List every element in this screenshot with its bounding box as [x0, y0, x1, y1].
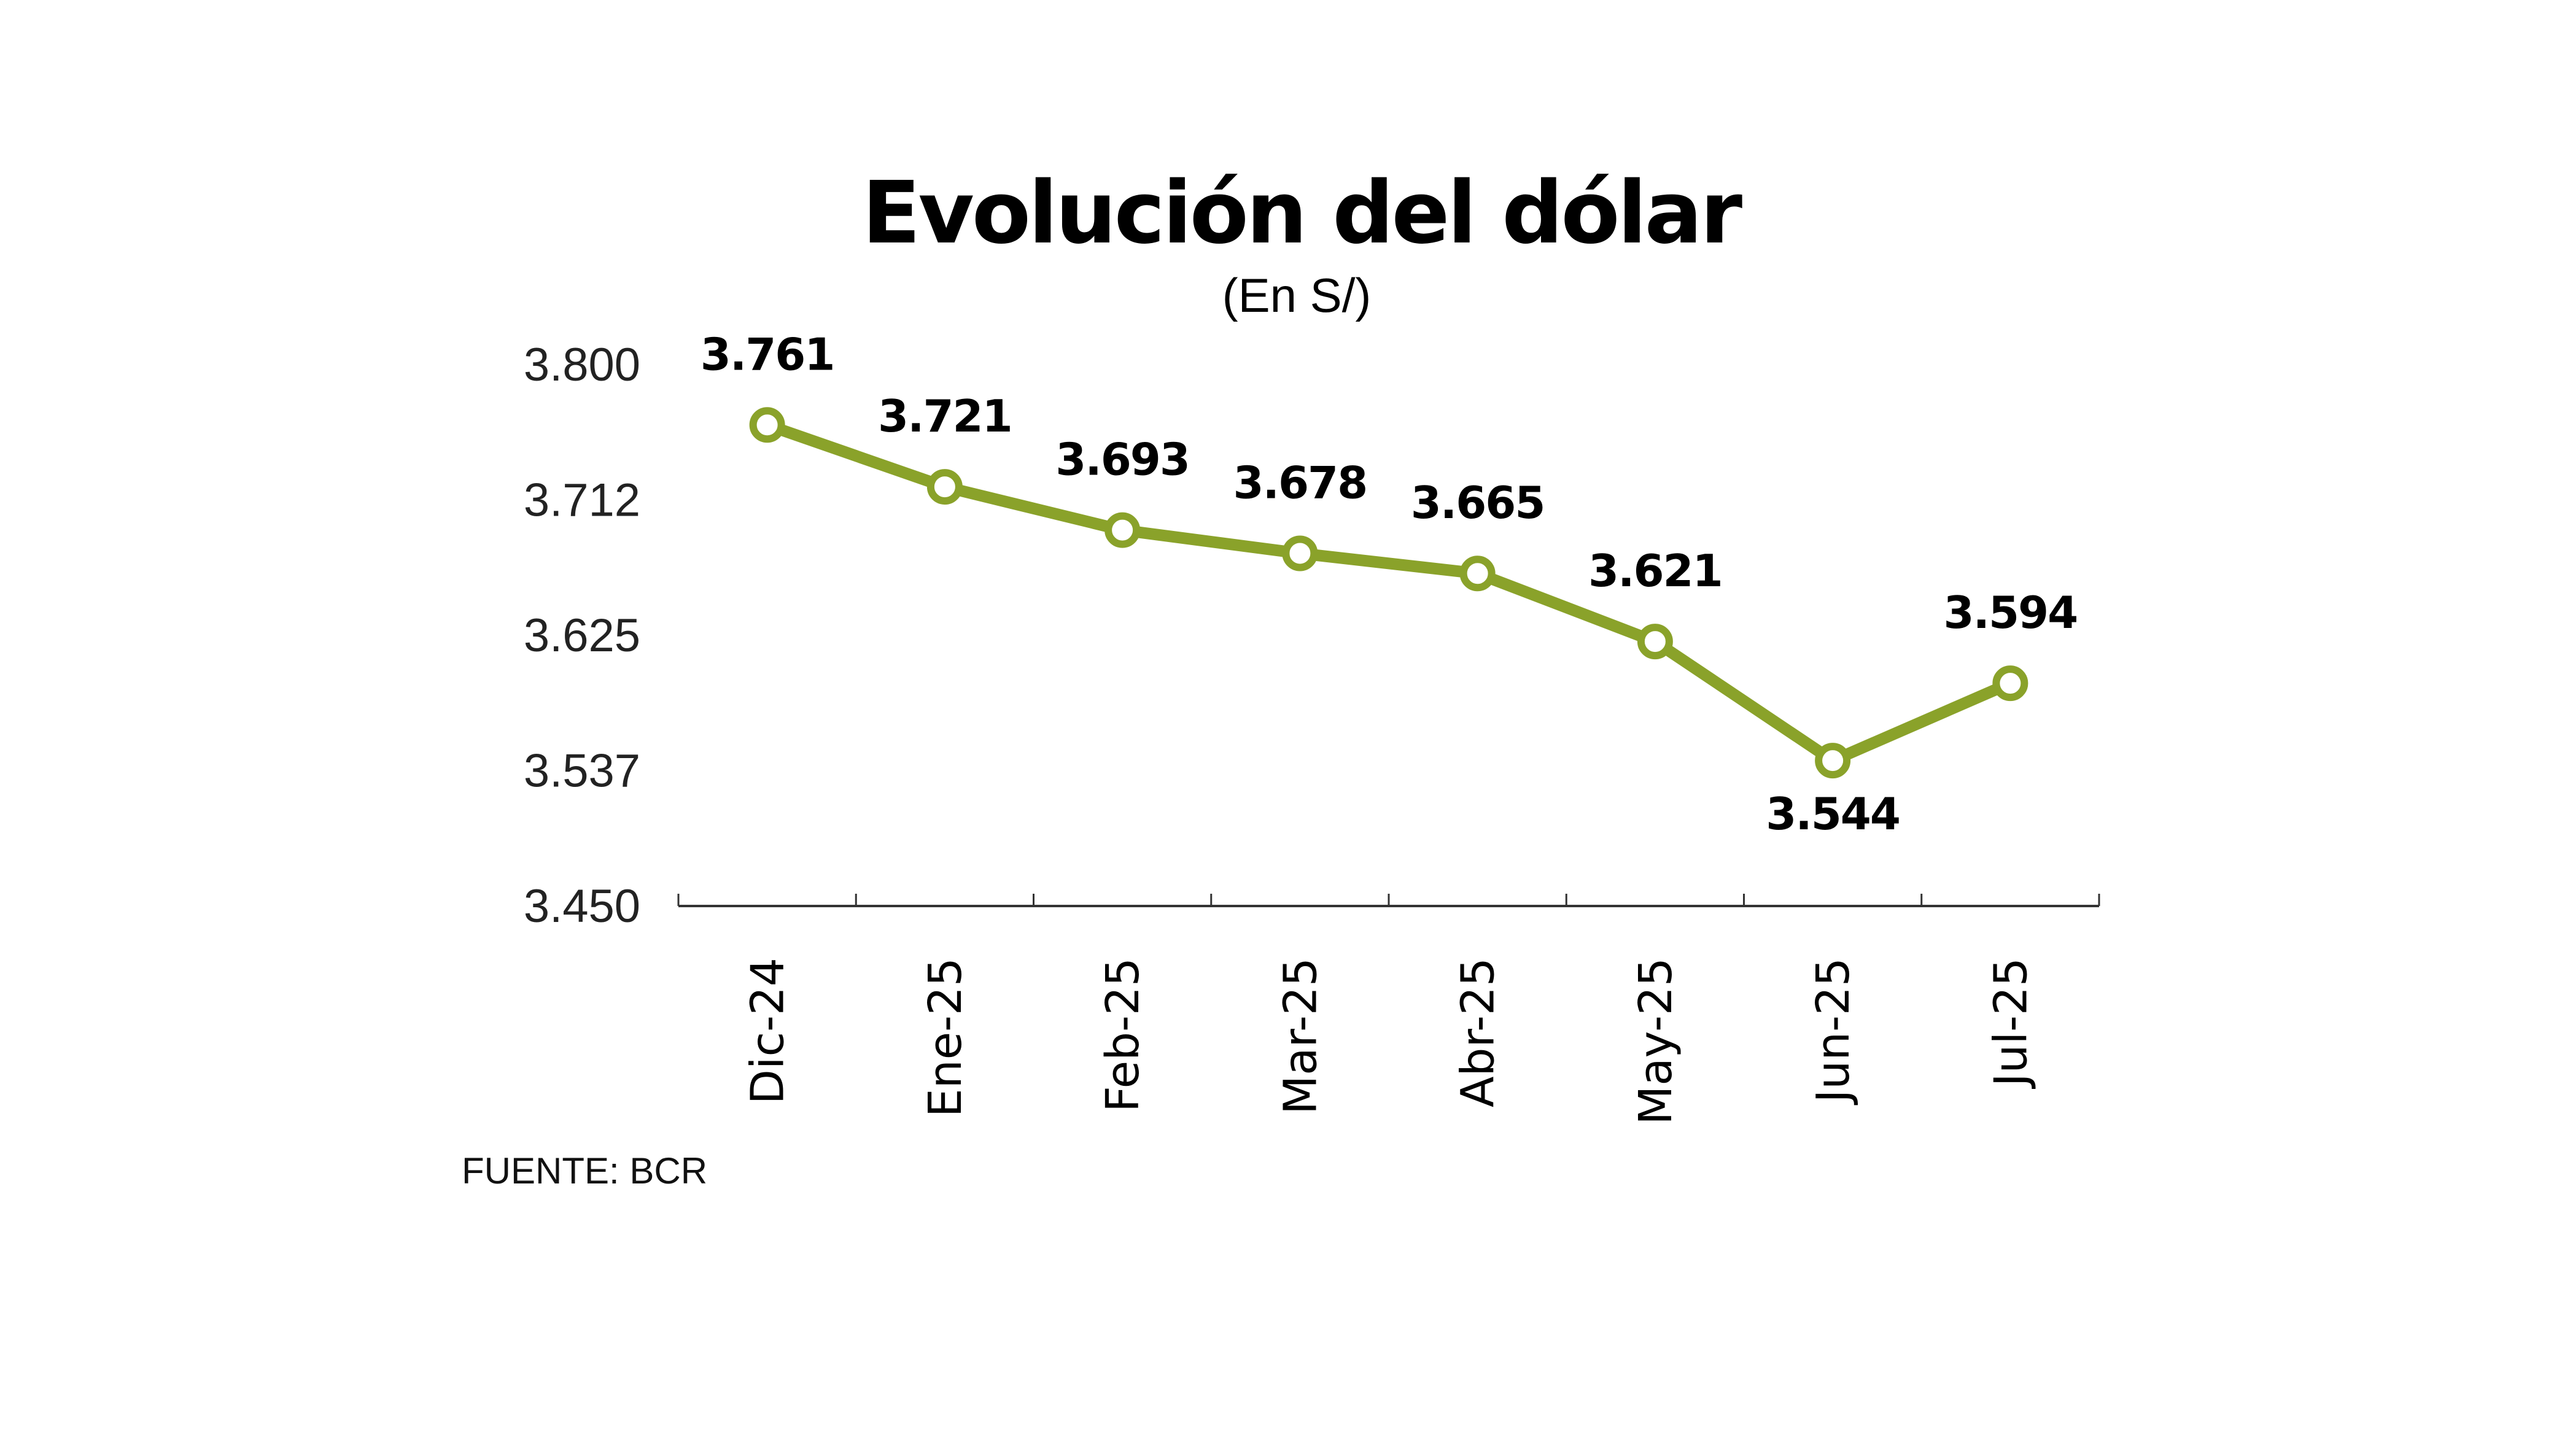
data-point [1637, 624, 1673, 660]
x-tick-label: Dic-24 [742, 958, 794, 1104]
y-tick-label: 3.625 [524, 610, 640, 662]
y-tick-label: 3.712 [524, 474, 640, 527]
chart-title: Evolución del dólar [862, 163, 1742, 263]
y-tick-label: 3.450 [524, 880, 640, 932]
x-tick-label: May-25 [1629, 958, 1682, 1125]
data-point [1104, 512, 1141, 548]
series-line [749, 407, 2028, 779]
data-label: 3.621 [1588, 545, 1722, 597]
y-tick-label: 3.800 [524, 339, 640, 391]
data-point [1992, 665, 2028, 702]
data-label: 3.693 [1055, 434, 1189, 486]
x-tick-label: Feb-25 [1097, 958, 1149, 1112]
data-label: 3.665 [1411, 477, 1545, 529]
data-point [1459, 556, 1496, 592]
y-axis: 3.800 3.712 3.625 3.537 3.450 [524, 339, 640, 932]
data-label: 3.761 [701, 328, 834, 380]
x-axis: Dic-24 Ene-25 Feb-25 Mar-25 Abr-25 May-25 Jun-… [677, 894, 2100, 1125]
data-point [1815, 743, 1851, 779]
data-label: 3.594 [1944, 587, 2078, 638]
chart-subtitle: (En S/) [1222, 268, 1372, 322]
data-point [749, 407, 785, 443]
data-label: 3.544 [1766, 788, 1900, 840]
data-point [1282, 535, 1318, 571]
data-point [926, 469, 963, 505]
data-labels: 3.761 3.721 3.693 3.678 3.665 3.621 3.544 3.594 [701, 328, 2079, 840]
data-label: 3.678 [1233, 457, 1367, 508]
x-tick-label: Mar-25 [1274, 958, 1327, 1115]
x-tick-label: Abr-25 [1452, 958, 1505, 1107]
source-note: FUENTE: BCR [462, 1150, 707, 1191]
y-tick-label: 3.537 [524, 745, 640, 797]
x-tick-label: Jun-25 [1807, 958, 1860, 1106]
data-label: 3.721 [878, 390, 1012, 442]
x-tick-label: Jul-25 [1984, 958, 2037, 1089]
x-tick-label: Ene-25 [919, 958, 972, 1117]
data-line [765, 419, 2013, 767]
